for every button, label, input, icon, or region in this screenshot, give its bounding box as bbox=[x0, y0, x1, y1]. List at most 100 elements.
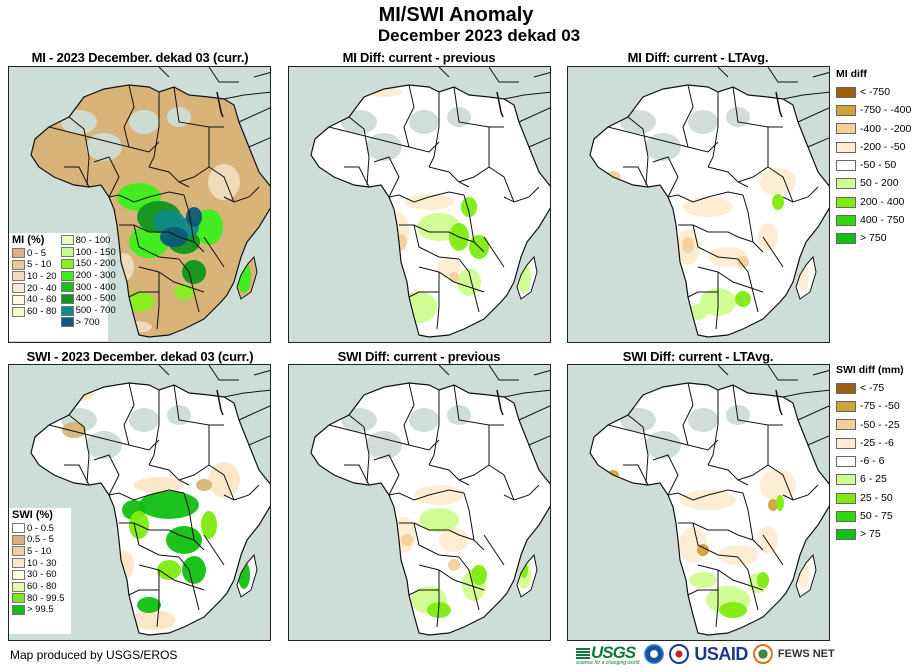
legend-label: 200 - 400 bbox=[860, 195, 905, 208]
page-title: MI/SWI Anomaly bbox=[378, 4, 534, 26]
map-mi-diff-previous bbox=[288, 66, 551, 343]
africa-map bbox=[568, 67, 829, 342]
data-region bbox=[448, 559, 460, 571]
data-region bbox=[166, 526, 202, 554]
legend-label: -50 - 50 bbox=[860, 159, 897, 172]
country-border bbox=[742, 194, 764, 253]
legend-item: 200 - 400 bbox=[836, 196, 911, 214]
country-border bbox=[223, 484, 260, 501]
country-border bbox=[458, 425, 490, 481]
legend-item: 50 - 200 bbox=[836, 177, 911, 195]
legend-item: 400 - 500 bbox=[60, 293, 116, 305]
country-border bbox=[737, 425, 769, 481]
legend-swatch bbox=[836, 214, 856, 226]
country-border bbox=[64, 464, 90, 486]
legend-label: 0 - 5 bbox=[27, 247, 47, 259]
legend-swatch bbox=[836, 401, 856, 413]
legend-item: -200 - -50 bbox=[836, 141, 911, 159]
country-border bbox=[183, 194, 205, 253]
legend-swatch bbox=[12, 271, 25, 282]
coastline bbox=[30, 382, 270, 636]
country-border bbox=[436, 570, 440, 628]
data-region bbox=[62, 422, 86, 438]
legend-label: 80 - 100 bbox=[75, 235, 111, 246]
noaa-logo bbox=[644, 644, 665, 664]
legend-item: < -75 bbox=[836, 382, 904, 400]
country-border bbox=[253, 370, 270, 376]
country-border bbox=[399, 224, 475, 243]
mi-legend-title: MI (%) bbox=[12, 234, 45, 246]
legend-label: 0 - 0.5 bbox=[27, 522, 54, 534]
data-region bbox=[449, 272, 459, 282]
legend-label: 50 - 75 bbox=[860, 510, 893, 523]
legend-swatch bbox=[836, 419, 856, 431]
legend-label: 100 - 150 bbox=[75, 246, 116, 258]
country-border bbox=[652, 454, 679, 496]
data-region bbox=[461, 197, 477, 217]
country-border bbox=[208, 166, 235, 203]
data-region bbox=[447, 107, 471, 127]
data-region bbox=[718, 545, 758, 565]
fews-net-globe-icon bbox=[752, 644, 773, 664]
legend-label: 60 - 80 bbox=[27, 306, 57, 318]
legend-label: > 700 bbox=[75, 316, 100, 328]
data-region bbox=[208, 164, 240, 200]
legend-item: 60 - 80 bbox=[12, 581, 68, 593]
country-border bbox=[503, 186, 540, 203]
country-border bbox=[128, 589, 159, 596]
country-border bbox=[123, 84, 135, 148]
country-border bbox=[692, 522, 739, 558]
country-border bbox=[178, 556, 200, 611]
legend-swatch bbox=[836, 510, 856, 522]
country-border bbox=[767, 365, 798, 381]
data-region bbox=[366, 133, 402, 161]
country-border bbox=[797, 107, 829, 123]
legend-label: -200 - -50 bbox=[860, 140, 906, 153]
coastline bbox=[589, 84, 829, 338]
data-region bbox=[688, 110, 718, 134]
data-region bbox=[167, 107, 191, 127]
legend-item: 150 - 200 bbox=[60, 258, 116, 270]
country-border bbox=[807, 137, 829, 148]
data-region bbox=[439, 528, 469, 552]
country-border bbox=[518, 107, 550, 123]
country-border bbox=[812, 370, 829, 376]
data-region bbox=[196, 479, 212, 491]
data-region bbox=[139, 491, 199, 519]
country-border bbox=[518, 405, 550, 421]
country-border bbox=[732, 86, 783, 128]
data-region bbox=[758, 223, 778, 251]
country-border bbox=[178, 127, 210, 183]
country-border bbox=[108, 191, 185, 203]
legend-item: -25 - -6 bbox=[836, 437, 904, 455]
legend-swatch bbox=[60, 293, 74, 304]
madagascar-coastline bbox=[516, 255, 538, 300]
data-region bbox=[409, 110, 439, 134]
country-border bbox=[682, 84, 694, 148]
country-border bbox=[707, 390, 719, 466]
legend-swatch bbox=[60, 270, 74, 281]
legend-swatch bbox=[12, 558, 25, 569]
data-region bbox=[401, 534, 413, 546]
legend-label: < -75 bbox=[860, 382, 885, 394]
data-region bbox=[645, 133, 681, 161]
country-border bbox=[458, 556, 480, 611]
country-border bbox=[223, 389, 270, 398]
coastline bbox=[30, 84, 270, 338]
usgs-logo: USGS science for a changing world bbox=[576, 642, 640, 666]
data-region bbox=[719, 602, 747, 618]
africa-map bbox=[568, 365, 829, 640]
country-border bbox=[388, 191, 465, 203]
data-region bbox=[772, 194, 784, 210]
country-border bbox=[782, 484, 819, 501]
country-border bbox=[158, 365, 170, 376]
country-border bbox=[732, 384, 783, 426]
legend-item: -50 - 50 bbox=[836, 159, 911, 177]
country-border bbox=[373, 454, 400, 496]
country-border bbox=[627, 116, 649, 186]
country-border bbox=[138, 266, 205, 293]
data-region bbox=[134, 477, 184, 493]
legend-label: 200 - 300 bbox=[75, 270, 116, 282]
country-border bbox=[238, 107, 270, 123]
country-border bbox=[128, 291, 159, 298]
